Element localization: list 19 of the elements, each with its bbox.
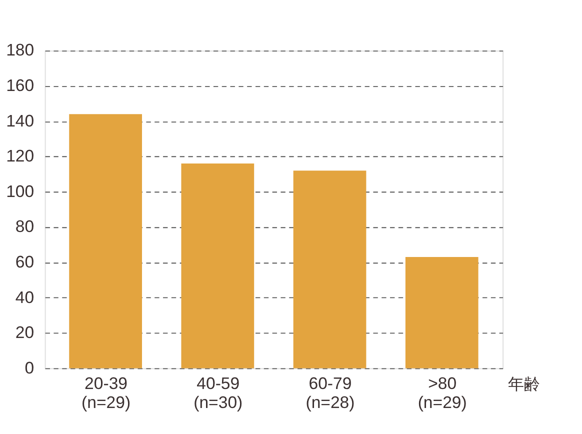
- x-tick-label: 40-59 (n=30): [194, 374, 243, 412]
- y-tick-label: 120: [6, 146, 34, 166]
- y-tick-label: 180: [6, 40, 34, 60]
- y-tick-label: 140: [6, 111, 34, 130]
- y-tick-label: 60: [15, 252, 34, 272]
- x-tick-label: 60-79 (n=28): [306, 374, 355, 412]
- bar: [69, 114, 142, 368]
- bar: [181, 164, 254, 368]
- x-tick-label: 20-39 (n=29): [82, 374, 131, 412]
- y-tick-label: 20: [15, 323, 34, 342]
- y-tick-label: 160: [6, 76, 34, 96]
- y-tick-label: 100: [6, 182, 34, 201]
- x-axis-title: 年齢: [508, 376, 540, 394]
- y-tick-label: 80: [15, 217, 34, 236]
- y-tick-label: 0: [24, 358, 34, 378]
- y-tick-label: 40: [15, 288, 34, 307]
- bar: [293, 170, 366, 368]
- x-tick-label: >80 (n=29): [418, 374, 467, 412]
- bar: [405, 257, 478, 368]
